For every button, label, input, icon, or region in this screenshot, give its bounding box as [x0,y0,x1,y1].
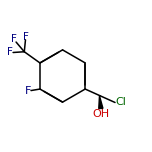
Text: F: F [11,34,17,44]
Polygon shape [99,96,103,109]
Text: F: F [25,86,31,96]
Text: OH: OH [93,109,110,119]
Text: Cl: Cl [116,97,126,107]
Text: F: F [22,32,28,42]
Text: F: F [7,47,13,57]
